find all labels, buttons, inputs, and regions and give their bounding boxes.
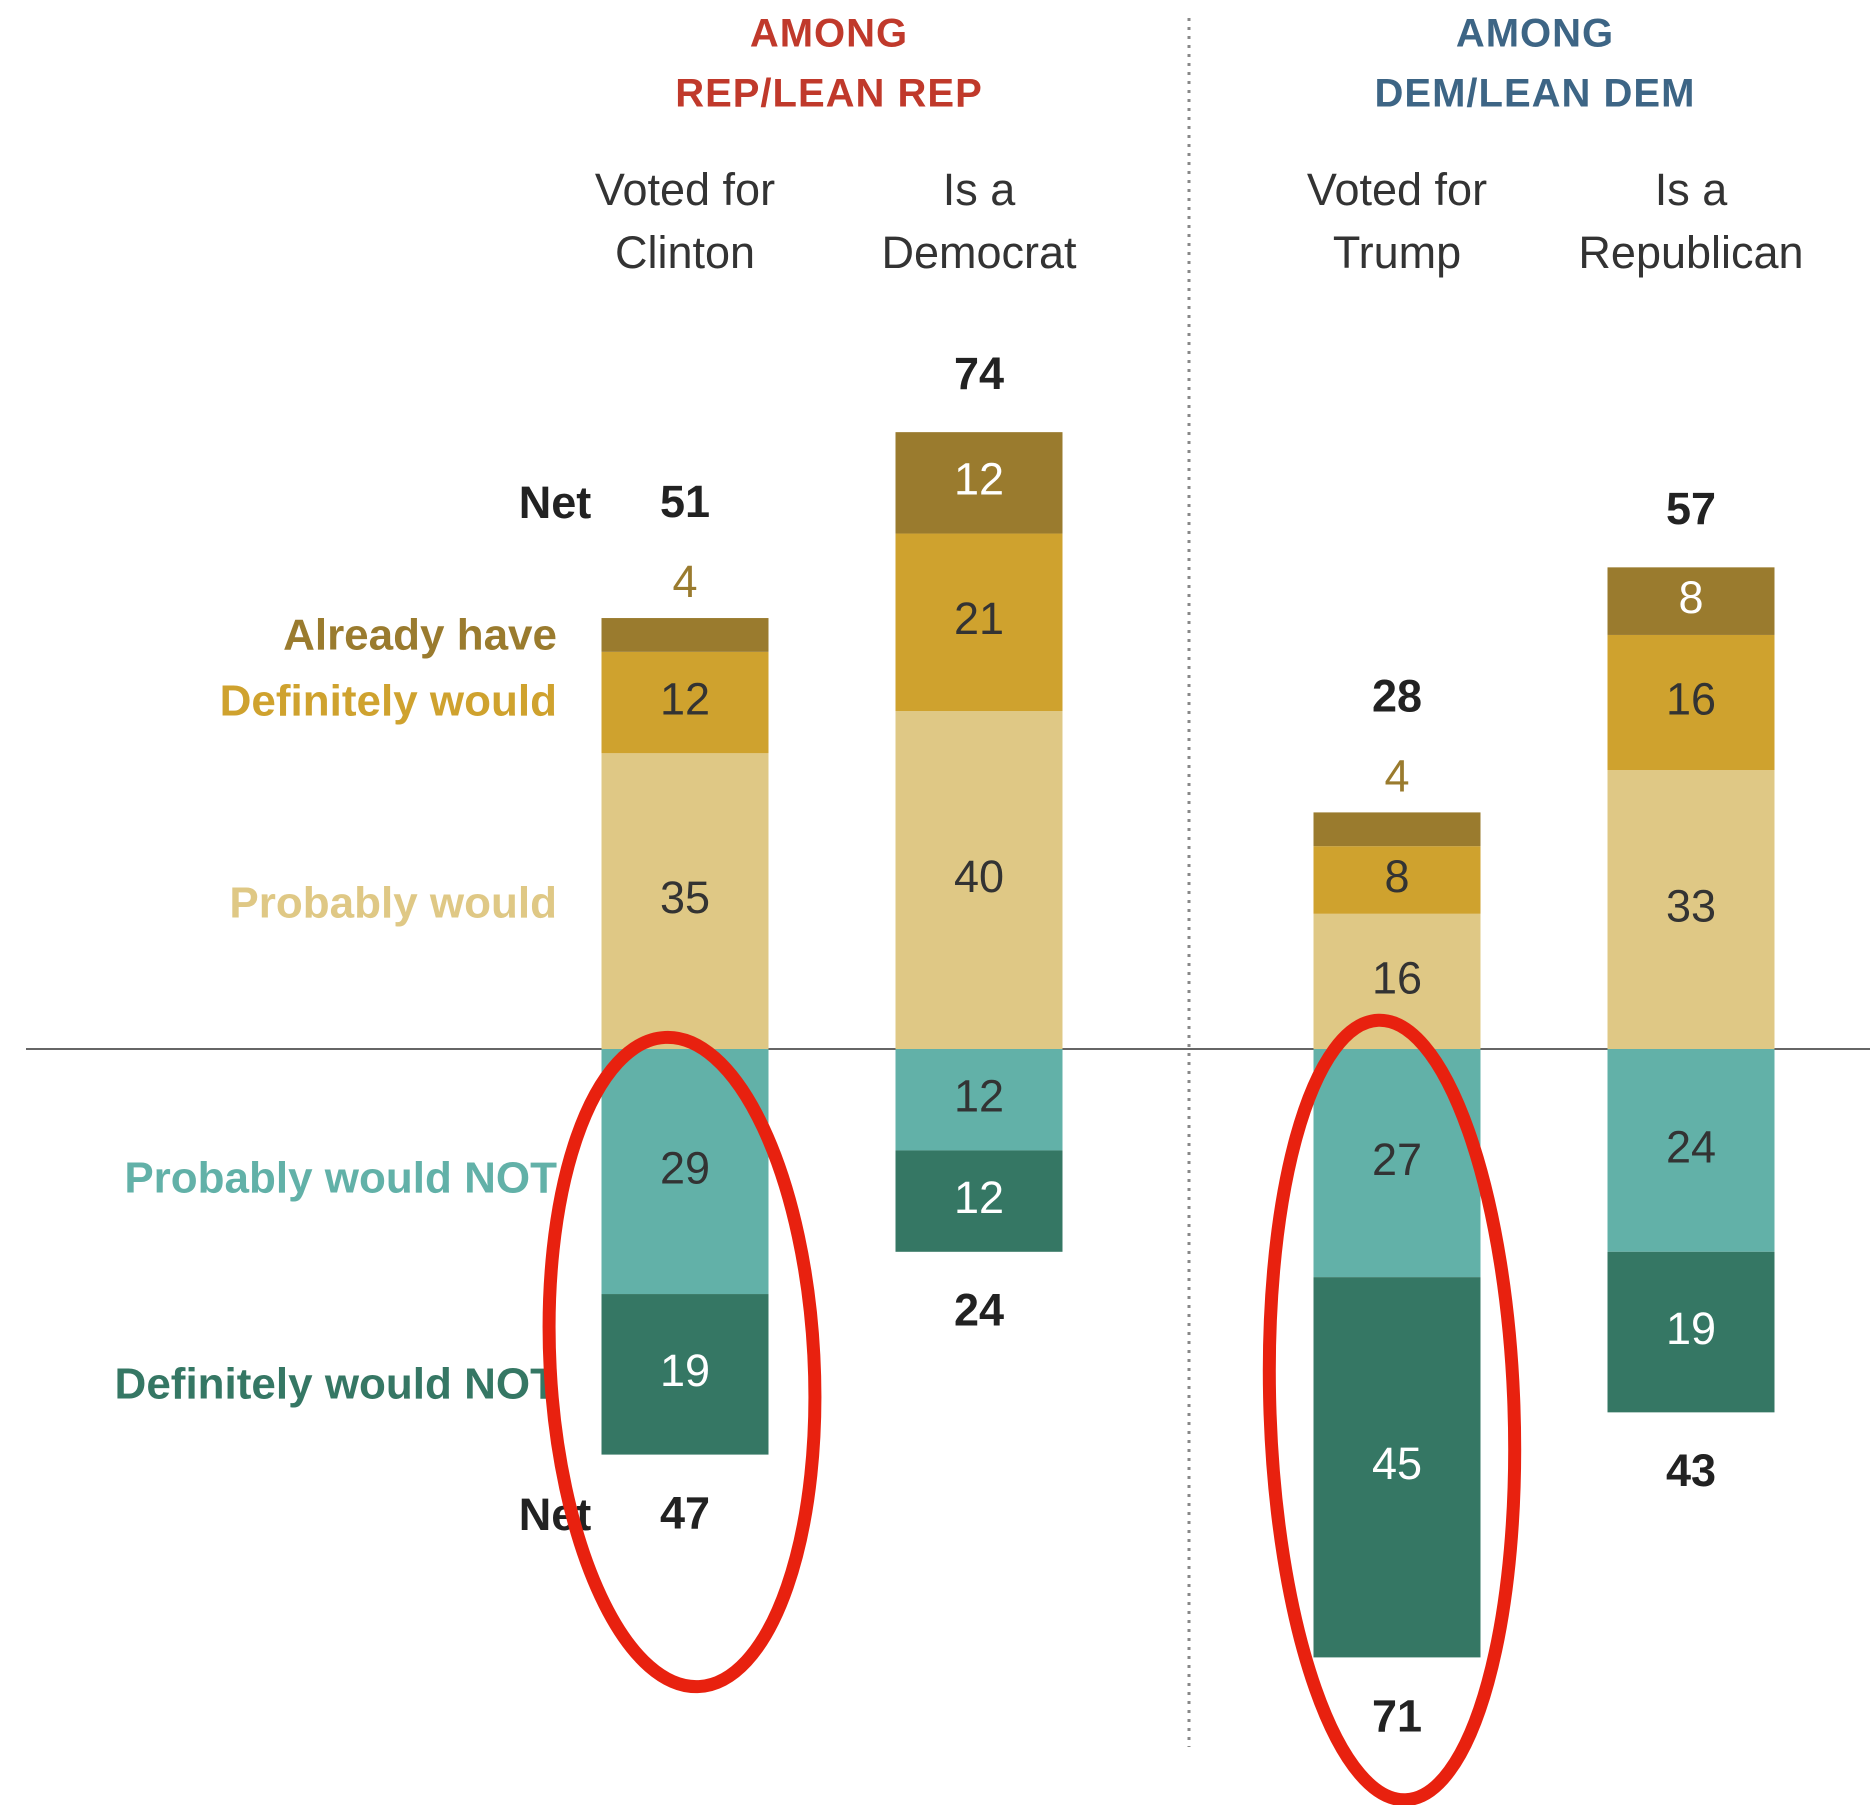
- net-value: 51: [660, 476, 710, 527]
- net-value: 74: [954, 348, 1004, 399]
- value-label: 12: [954, 454, 1004, 505]
- group-title: DEM/LEAN DEM: [1375, 72, 1696, 116]
- value-label: 29: [660, 1142, 710, 1193]
- value-label: 4: [1384, 750, 1409, 801]
- value-label: 27: [1372, 1134, 1422, 1185]
- bar-segment: [1313, 1277, 1481, 1658]
- column-label: Trump: [1333, 227, 1461, 278]
- value-label: 45: [1372, 1438, 1422, 1489]
- group-title: AMONG: [1456, 12, 1614, 56]
- bar-segment: [895, 533, 1063, 711]
- value-label: 21: [954, 593, 1004, 644]
- value-label: 16: [1666, 673, 1716, 724]
- column-label: Democrat: [881, 227, 1077, 278]
- bar-segment: [895, 711, 1063, 1049]
- bars: [601, 432, 1775, 1658]
- bar-segment: [1607, 1049, 1775, 1252]
- column-label: Republican: [1578, 227, 1803, 278]
- net-value: 71: [1372, 1690, 1422, 1741]
- column-label: Clinton: [615, 227, 755, 278]
- value-label: 12: [954, 1172, 1004, 1223]
- value-label: 12: [954, 1071, 1004, 1122]
- legend-label: Already have: [283, 611, 557, 660]
- bar-segment: [895, 1150, 1063, 1252]
- legend-label: Definitely would: [220, 677, 557, 726]
- value-label: 19: [660, 1345, 710, 1396]
- bar-segment: [1313, 812, 1481, 847]
- value-label: 12: [660, 673, 710, 724]
- bar-segment: [1313, 846, 1481, 914]
- bar-segment: [601, 753, 769, 1049]
- legend-label: Definitely would NOT: [115, 1360, 558, 1409]
- bar-segment: [1607, 567, 1775, 635]
- bar-segment: [601, 1294, 769, 1455]
- column-label: Voted for: [595, 164, 775, 215]
- value-label: 40: [954, 851, 1004, 902]
- group-title: REP/LEAN REP: [675, 72, 983, 116]
- value-label: 33: [1666, 880, 1716, 931]
- legend-label: Probably would: [229, 879, 557, 928]
- value-label: 35: [660, 872, 710, 923]
- net-value: 47: [660, 1487, 710, 1538]
- value-label: 19: [1666, 1303, 1716, 1354]
- column-label: Voted for: [1307, 164, 1487, 215]
- legend-label: Probably would NOT: [124, 1154, 557, 1203]
- bar-segment: [895, 432, 1063, 534]
- bar-segment: [1607, 1251, 1775, 1413]
- column-label: Is a: [943, 164, 1017, 215]
- bar-segment: [601, 651, 769, 754]
- column-label: Is a: [1655, 164, 1729, 215]
- annotations: [542, 1013, 1522, 1805]
- bar-segment: [1607, 770, 1775, 1049]
- bar-segment: [1607, 634, 1775, 771]
- bar-segment: [601, 618, 769, 652]
- value-label: 24: [1666, 1121, 1716, 1172]
- net-value: 57: [1666, 483, 1716, 534]
- bar-segment: [895, 1049, 1063, 1151]
- value-label: 8: [1384, 851, 1409, 902]
- highlight-ellipse: [1262, 1013, 1522, 1805]
- group-title: AMONG: [750, 12, 908, 56]
- value-label: 8: [1678, 572, 1703, 623]
- value-label: 4: [672, 556, 697, 607]
- net-label: Net: [519, 477, 592, 528]
- net-value: 28: [1372, 670, 1422, 721]
- net-value: 24: [954, 1285, 1004, 1336]
- highlight-ellipse: [542, 1030, 822, 1694]
- net-value: 43: [1666, 1445, 1716, 1496]
- value-label: 16: [1372, 952, 1422, 1003]
